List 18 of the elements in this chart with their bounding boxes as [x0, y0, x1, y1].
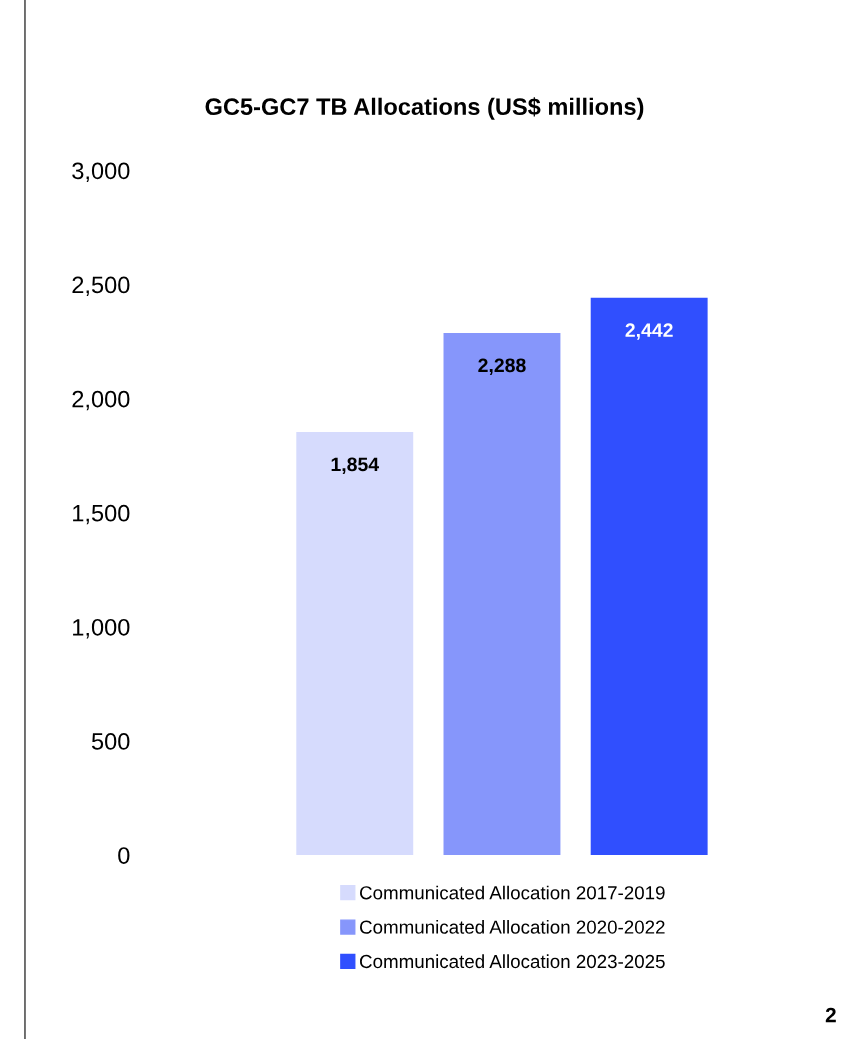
- y-tick-label: 0: [118, 847, 130, 864]
- y-tick-label: 3,000: [72, 162, 130, 182]
- chart-title: GC5-GC7 TB Allocations (US$ millions): [205, 97, 644, 120]
- y-tick-label: 1,000: [73, 618, 130, 639]
- text: 2,442: [625, 323, 673, 340]
- y-tick-label: 500: [91, 733, 130, 750]
- bar: [443, 332, 561, 856]
- y-tick-label: 2,000: [72, 390, 130, 411]
- text: 1,854: [331, 457, 379, 475]
- text: 2: [825, 1007, 836, 1023]
- text: 2,288: [478, 358, 526, 375]
- legend-label: Communicated Allocation 2020-2022: [360, 920, 665, 934]
- bar: [590, 297, 708, 856]
- y-tick-label: 1,500: [73, 504, 130, 525]
- legend-label: Communicated Allocation 2023-2025: [360, 954, 665, 969]
- legend-label: Communicated Allocation 2017-2019: [360, 885, 665, 900]
- bar: [296, 431, 414, 856]
- y-tick-label: 2,500: [72, 276, 130, 297]
